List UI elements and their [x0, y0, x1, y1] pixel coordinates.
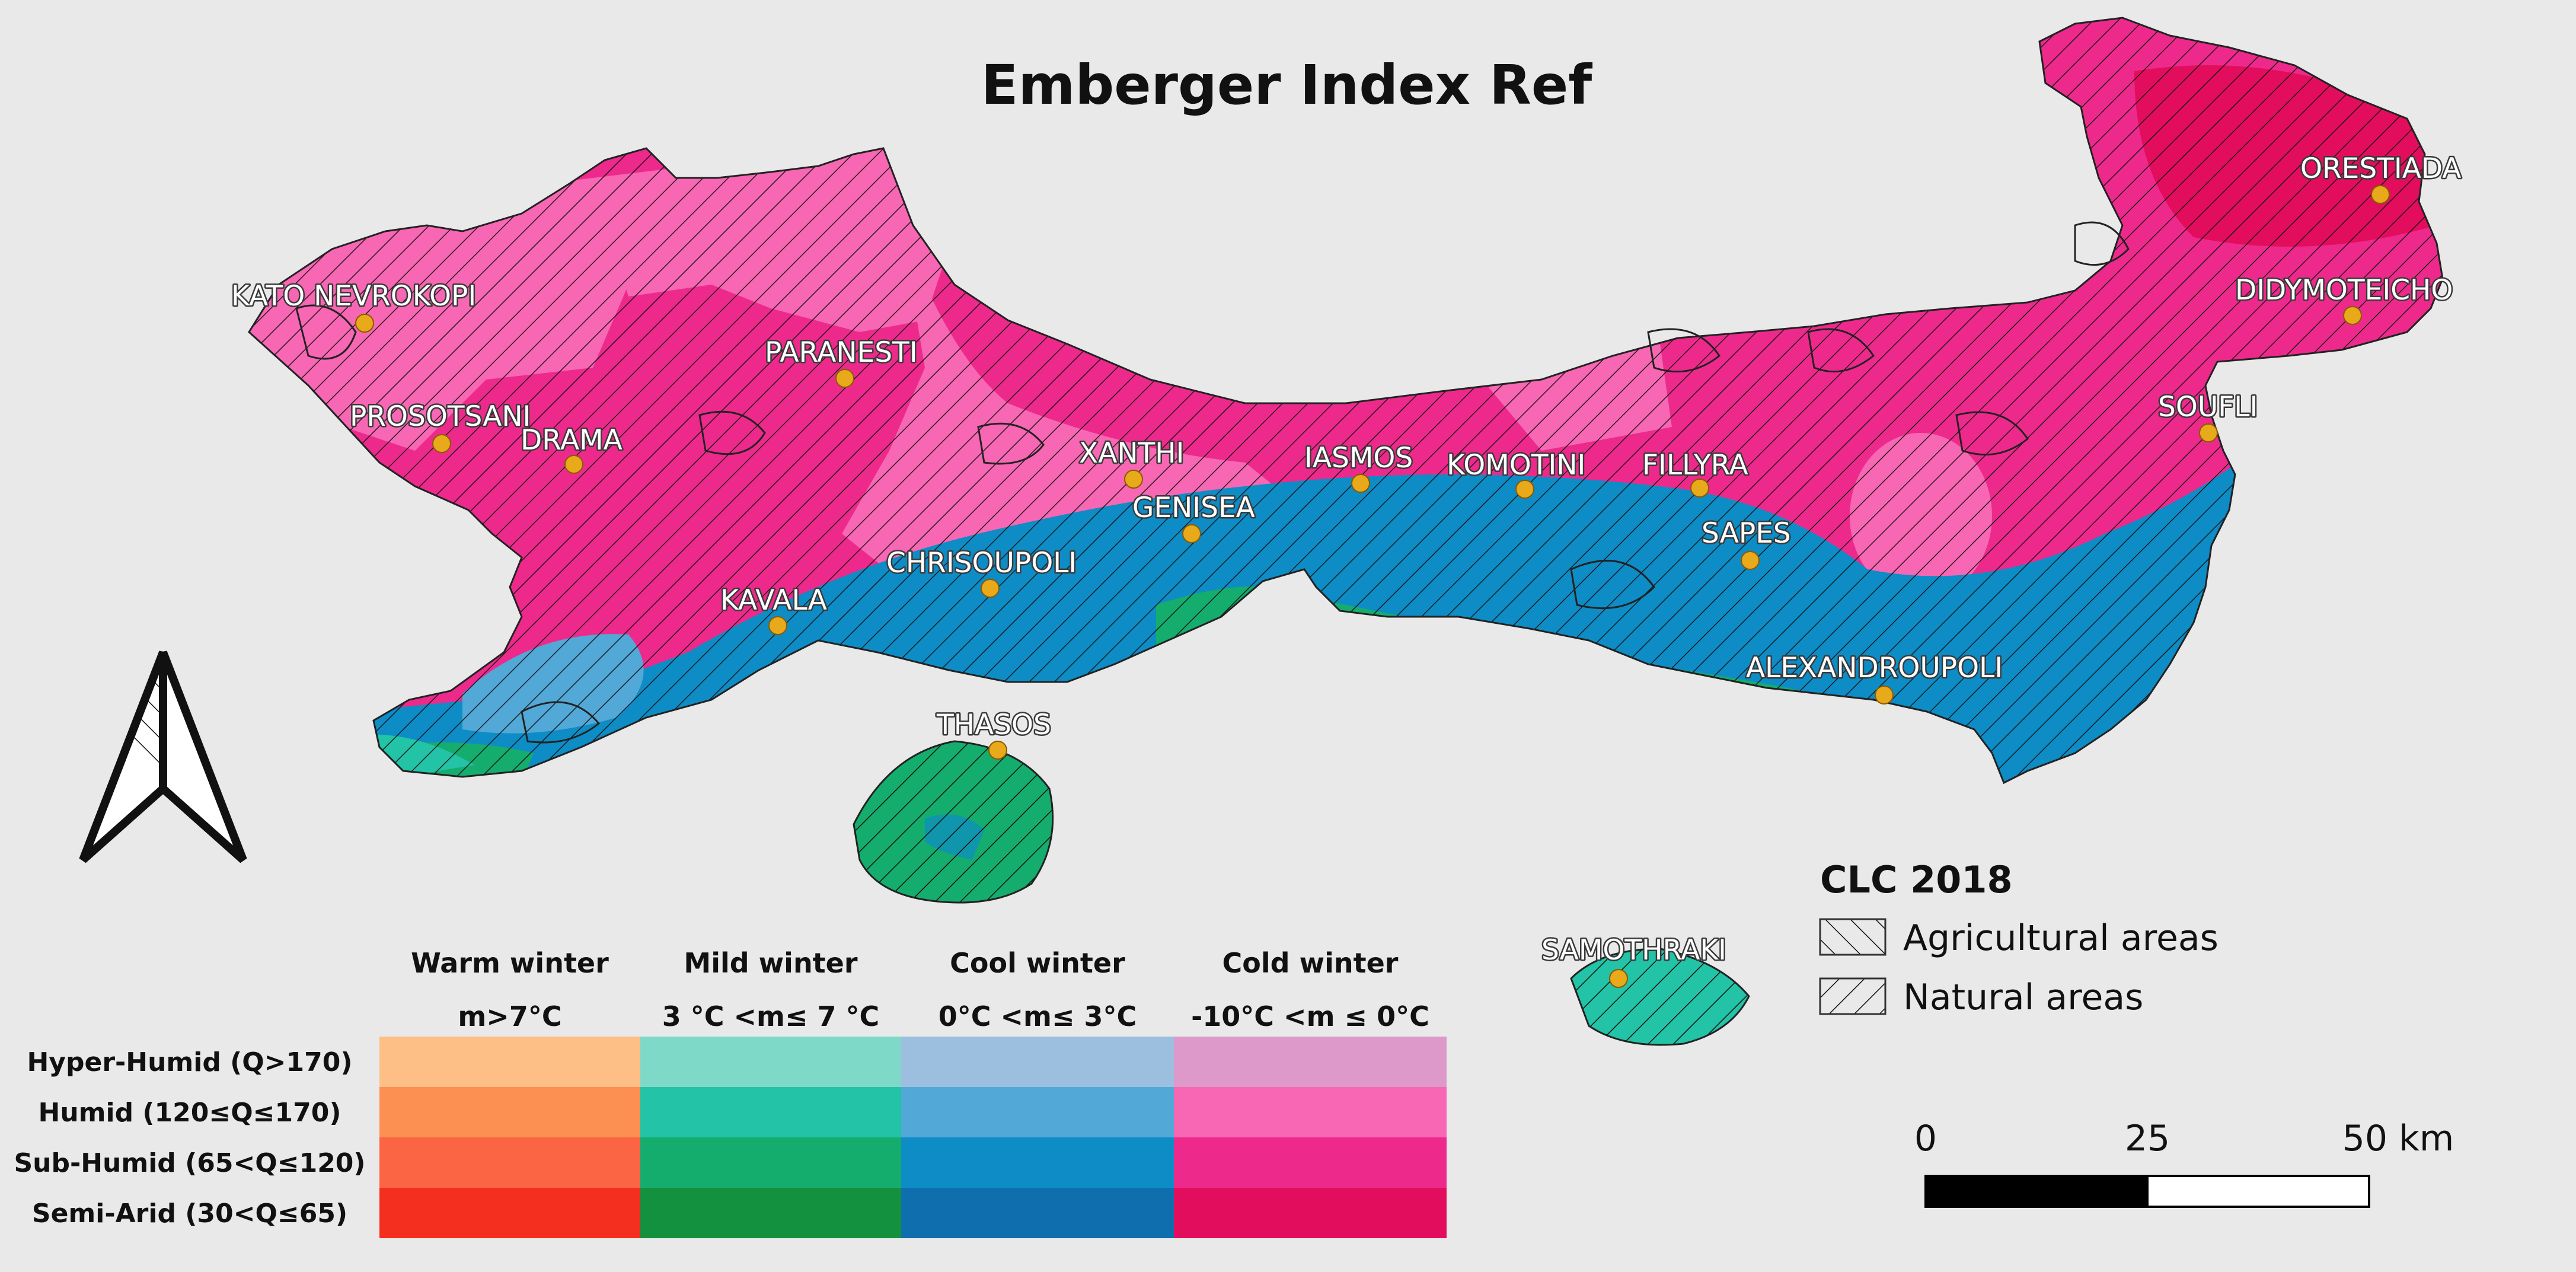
city-label-iasmos: IASMOS	[1304, 442, 1413, 474]
city-dot-thasos	[988, 741, 1007, 760]
scale-bar: 0 25 50 km	[1914, 1118, 2454, 1208]
city-dot-kavala	[768, 616, 787, 635]
scale-segment-white	[2146, 1175, 2370, 1208]
legend-swatch	[640, 1137, 901, 1188]
legend-swatch	[640, 1087, 901, 1137]
city-dot-fillyra	[1690, 479, 1709, 498]
legend-row-label: Semi-Arid (30<Q≤65)	[32, 1198, 347, 1229]
legend-swatch	[379, 1188, 640, 1238]
legend-column-subtitle: -10°C <m ≤ 0°C	[1191, 1000, 1429, 1032]
legend-column-subtitle: 3 °C <m≤ 7 °C	[662, 1000, 880, 1032]
agricultural-swatch	[1819, 918, 1886, 956]
legend-column-title: Warm winter	[411, 947, 609, 979]
city-dot-genisea	[1182, 524, 1201, 543]
city-label-kavala: KAVALA	[720, 584, 827, 617]
city-dot-xanthi	[1124, 470, 1143, 489]
scale-label-50: 50 km	[2342, 1118, 2454, 1159]
thasos-island	[853, 740, 1054, 904]
city-label-thasos: THASOS	[936, 709, 1051, 741]
legend-swatch	[901, 1087, 1174, 1137]
city-dot-orestiada	[2371, 185, 2390, 204]
legend-row-label: Hyper-Humid (Q>170)	[27, 1047, 352, 1077]
city-dot-samothraki	[1609, 969, 1628, 988]
city-dot-kato-nevrokopi	[355, 314, 374, 333]
clc-legend-title: CLC 2018	[1820, 858, 2013, 901]
city-dot-paranesti	[835, 369, 854, 388]
legend-column-subtitle: m>7°C	[458, 1000, 561, 1032]
legend-swatch	[1174, 1137, 1447, 1188]
city-dot-chrisoupoli	[981, 579, 1000, 598]
legend-swatch	[379, 1137, 640, 1188]
city-dot-alexandroupoli	[1875, 686, 1894, 704]
city-dot-iasmos	[1351, 474, 1370, 493]
map-title: Emberger Index Ref	[981, 53, 1593, 117]
legend-swatch	[901, 1188, 1174, 1238]
city-dot-drama	[564, 455, 583, 474]
city-dot-komotini	[1515, 480, 1534, 499]
legend-swatch	[1174, 1037, 1447, 1087]
city-label-genisea: GENISEA	[1132, 492, 1255, 524]
legend-swatch	[901, 1037, 1174, 1087]
legend-swatch	[640, 1188, 901, 1238]
city-label-drama: DRAMA	[521, 424, 623, 457]
city-label-didymoteicho: DIDYMOTEICHO	[2235, 274, 2453, 307]
city-label-samothraki: SAMOTHRAKI	[1541, 934, 1726, 967]
climate-legend: Warm winter m>7°C Mild winter 3 °C <m≤ 7 °C…	[14, 947, 1447, 1238]
city-label-chrisoupoli: CHRISOUPOLI	[886, 547, 1077, 579]
scale-segment-black	[1924, 1175, 2149, 1208]
city-label-sapes: SAPES	[1702, 517, 1791, 550]
legend-swatch	[1174, 1087, 1447, 1137]
scale-label-0: 0	[1914, 1118, 1937, 1159]
city-label-xanthi: XANTHI	[1079, 437, 1184, 470]
legend-column-subtitle: 0°C <m≤ 3°C	[939, 1000, 1137, 1032]
city-label-komotini: KOMOTINI	[1447, 449, 1585, 482]
city-label-paranesti: PARANESTI	[765, 336, 918, 369]
legend-swatch	[901, 1137, 1174, 1188]
legend-column-title: Cold winter	[1222, 947, 1399, 979]
north-arrow-icon	[79, 651, 247, 863]
legend-row-label: Humid (120≤Q≤170)	[39, 1098, 341, 1128]
natural-label: Natural areas	[1903, 977, 2143, 1018]
legend-row-label: Sub-Humid (65<Q≤120)	[14, 1148, 365, 1178]
legend-swatch	[379, 1087, 640, 1137]
natural-swatch	[1819, 977, 1886, 1015]
city-label-alexandroupoli: ALEXANDROUPOLI	[1746, 652, 2003, 684]
legend-column-title: Mild winter	[684, 947, 857, 979]
legend-swatch	[640, 1037, 901, 1087]
city-dot-prosotsani	[432, 434, 451, 453]
city-dot-soufli	[2199, 423, 2218, 442]
legend-swatch	[379, 1037, 640, 1087]
city-label-kato-nevrokopi: KATO NEVROKOPI	[231, 280, 476, 313]
agricultural-label: Agricultural areas	[1903, 917, 2219, 959]
scale-label-25: 25	[2125, 1118, 2170, 1159]
city-label-fillyra: FILLYRA	[1642, 449, 1748, 482]
city-dot-didymoteicho	[2343, 306, 2362, 325]
city-dot-sapes	[1741, 551, 1760, 570]
city-label-orestiada: ORESTIADA	[2300, 152, 2461, 185]
city-label-soufli: SOUFLI	[2158, 391, 2258, 423]
legend-column-title: Cool winter	[950, 947, 1125, 979]
legend-swatch	[1174, 1188, 1447, 1238]
clc-legend: CLC 2018 Agricultural areas Natural area…	[1819, 858, 2219, 1018]
city-label-prosotsani: PROSOTSANI	[350, 400, 531, 433]
